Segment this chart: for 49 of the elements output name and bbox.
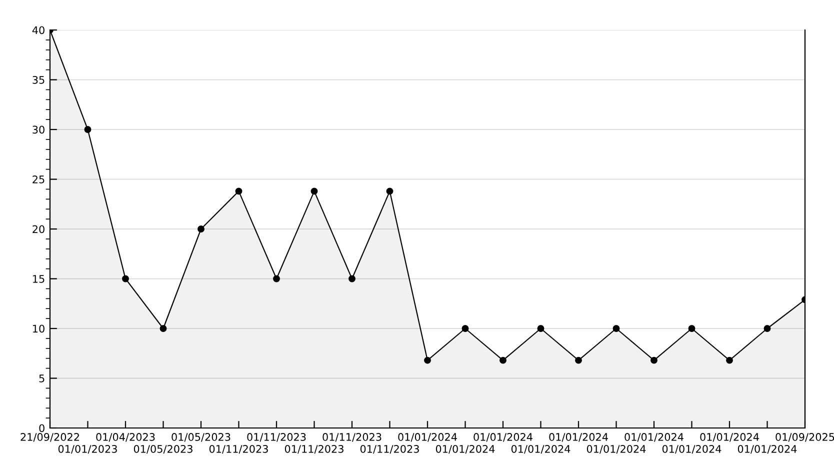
- point: [537, 325, 544, 332]
- x-tick-label: 01/11/2023: [209, 444, 268, 454]
- x-tick-label: 01/01/2024: [398, 433, 457, 442]
- x-tick-label: 01/05/2023: [172, 433, 230, 442]
- point: [424, 356, 431, 364]
- point: [160, 325, 167, 332]
- x-tick-label: 01/01/2024: [624, 433, 684, 442]
- y-tick-label: 5: [39, 374, 44, 382]
- x-tick-label: 01/01/2024: [474, 433, 532, 442]
- point: [612, 325, 620, 332]
- y-tick-label: 10: [33, 324, 44, 333]
- point: [575, 356, 582, 364]
- x-tick-label: 21/09/2022: [20, 433, 79, 442]
- point: [386, 188, 394, 195]
- point: [273, 275, 280, 282]
- point: [348, 275, 356, 282]
- point: [235, 188, 242, 195]
- x-tick-label: 01/11/2023: [322, 433, 382, 442]
- point: [462, 325, 469, 332]
- x-tick-label: 01/01/2024: [511, 444, 570, 454]
- x-tick-label: 01/01/2024: [436, 444, 495, 454]
- y-tick-label: 15: [33, 275, 44, 283]
- x-tick-label: 01/09/2025: [776, 433, 834, 442]
- x-tick-label: 01/01/2024: [549, 433, 608, 442]
- point: [650, 356, 658, 364]
- x-tick-label: 01/11/2023: [284, 444, 344, 454]
- point: [726, 356, 733, 364]
- point: [84, 126, 92, 133]
- x-tick-label: 01/11/2023: [360, 444, 419, 454]
- point: [688, 325, 696, 332]
- point: [764, 325, 771, 332]
- x-tick-label: 01/11/2023: [247, 433, 306, 442]
- y-tick-label: 40: [32, 26, 44, 34]
- x-tick-label: 01/01/2024: [700, 433, 759, 442]
- x-tick-label: 01/04/2023: [96, 433, 155, 442]
- point: [500, 356, 506, 364]
- y-tick-label: 0: [39, 424, 44, 432]
- x-tick-label: 01/01/2023: [58, 444, 117, 454]
- y-tick-label: 20: [32, 225, 44, 234]
- point: [122, 275, 129, 282]
- y-tick-label: 35: [32, 76, 44, 84]
- x-tick-label: 01/01/2024: [662, 444, 722, 454]
- y-tick-label: 30: [32, 126, 44, 134]
- x-tick-label: 01/01/2024: [738, 444, 797, 454]
- point: [198, 226, 204, 232]
- x-tick-label: 01/01/2024: [586, 444, 646, 454]
- point: [310, 188, 318, 195]
- y-tick-label: 25: [32, 175, 44, 184]
- x-tick-label: 01/05/2023: [134, 444, 192, 454]
